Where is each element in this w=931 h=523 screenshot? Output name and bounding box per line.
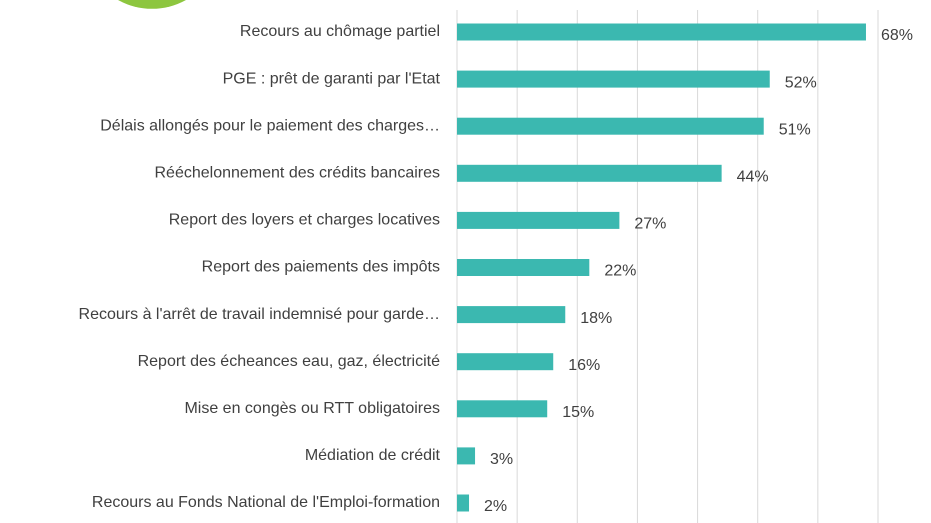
category-label: Recours au chômage partiel (240, 23, 440, 40)
category-label: Médiation de crédit (305, 447, 441, 464)
value-label: 2% (484, 498, 507, 515)
bar (457, 23, 866, 41)
decoration (118, 0, 186, 9)
value-label: 3% (490, 451, 513, 468)
value-label: 44% (737, 169, 769, 186)
bar (457, 494, 470, 512)
bar (457, 164, 722, 182)
category-label: Délais allongés pour le paiement des cha… (100, 117, 440, 134)
category-label: Report des paiements des impôts (202, 259, 440, 276)
category-label: Recours au Fonds National de l'Emploi-fo… (92, 494, 440, 511)
bar (457, 353, 554, 371)
bar (457, 259, 590, 276)
value-label: 27% (634, 216, 666, 233)
category-label: PGE : prêt de garanti par l'Etat (223, 70, 441, 87)
category-label: Mise en congès ou RTT obligatoires (184, 400, 440, 417)
value-label: 22% (604, 263, 636, 280)
value-label: 68% (881, 27, 913, 44)
bar (457, 70, 770, 88)
bar (457, 211, 620, 229)
value-label: 15% (562, 404, 594, 421)
value-label: 16% (568, 357, 600, 374)
value-label: 52% (785, 74, 817, 91)
bar (457, 447, 476, 465)
bar (457, 400, 548, 418)
category-label: Report des écheances eau, gaz, électrici… (138, 353, 441, 370)
category-label: Rééchelonnement des crédits bancaires (155, 165, 441, 182)
value-label: 51% (779, 121, 811, 138)
bar (457, 306, 566, 324)
category-label: Report des loyers et charges locatives (169, 212, 440, 229)
value-label: 18% (580, 310, 612, 327)
bar (457, 117, 764, 135)
category-label: Recours à l'arrêt de travail indemnisé p… (79, 306, 440, 323)
